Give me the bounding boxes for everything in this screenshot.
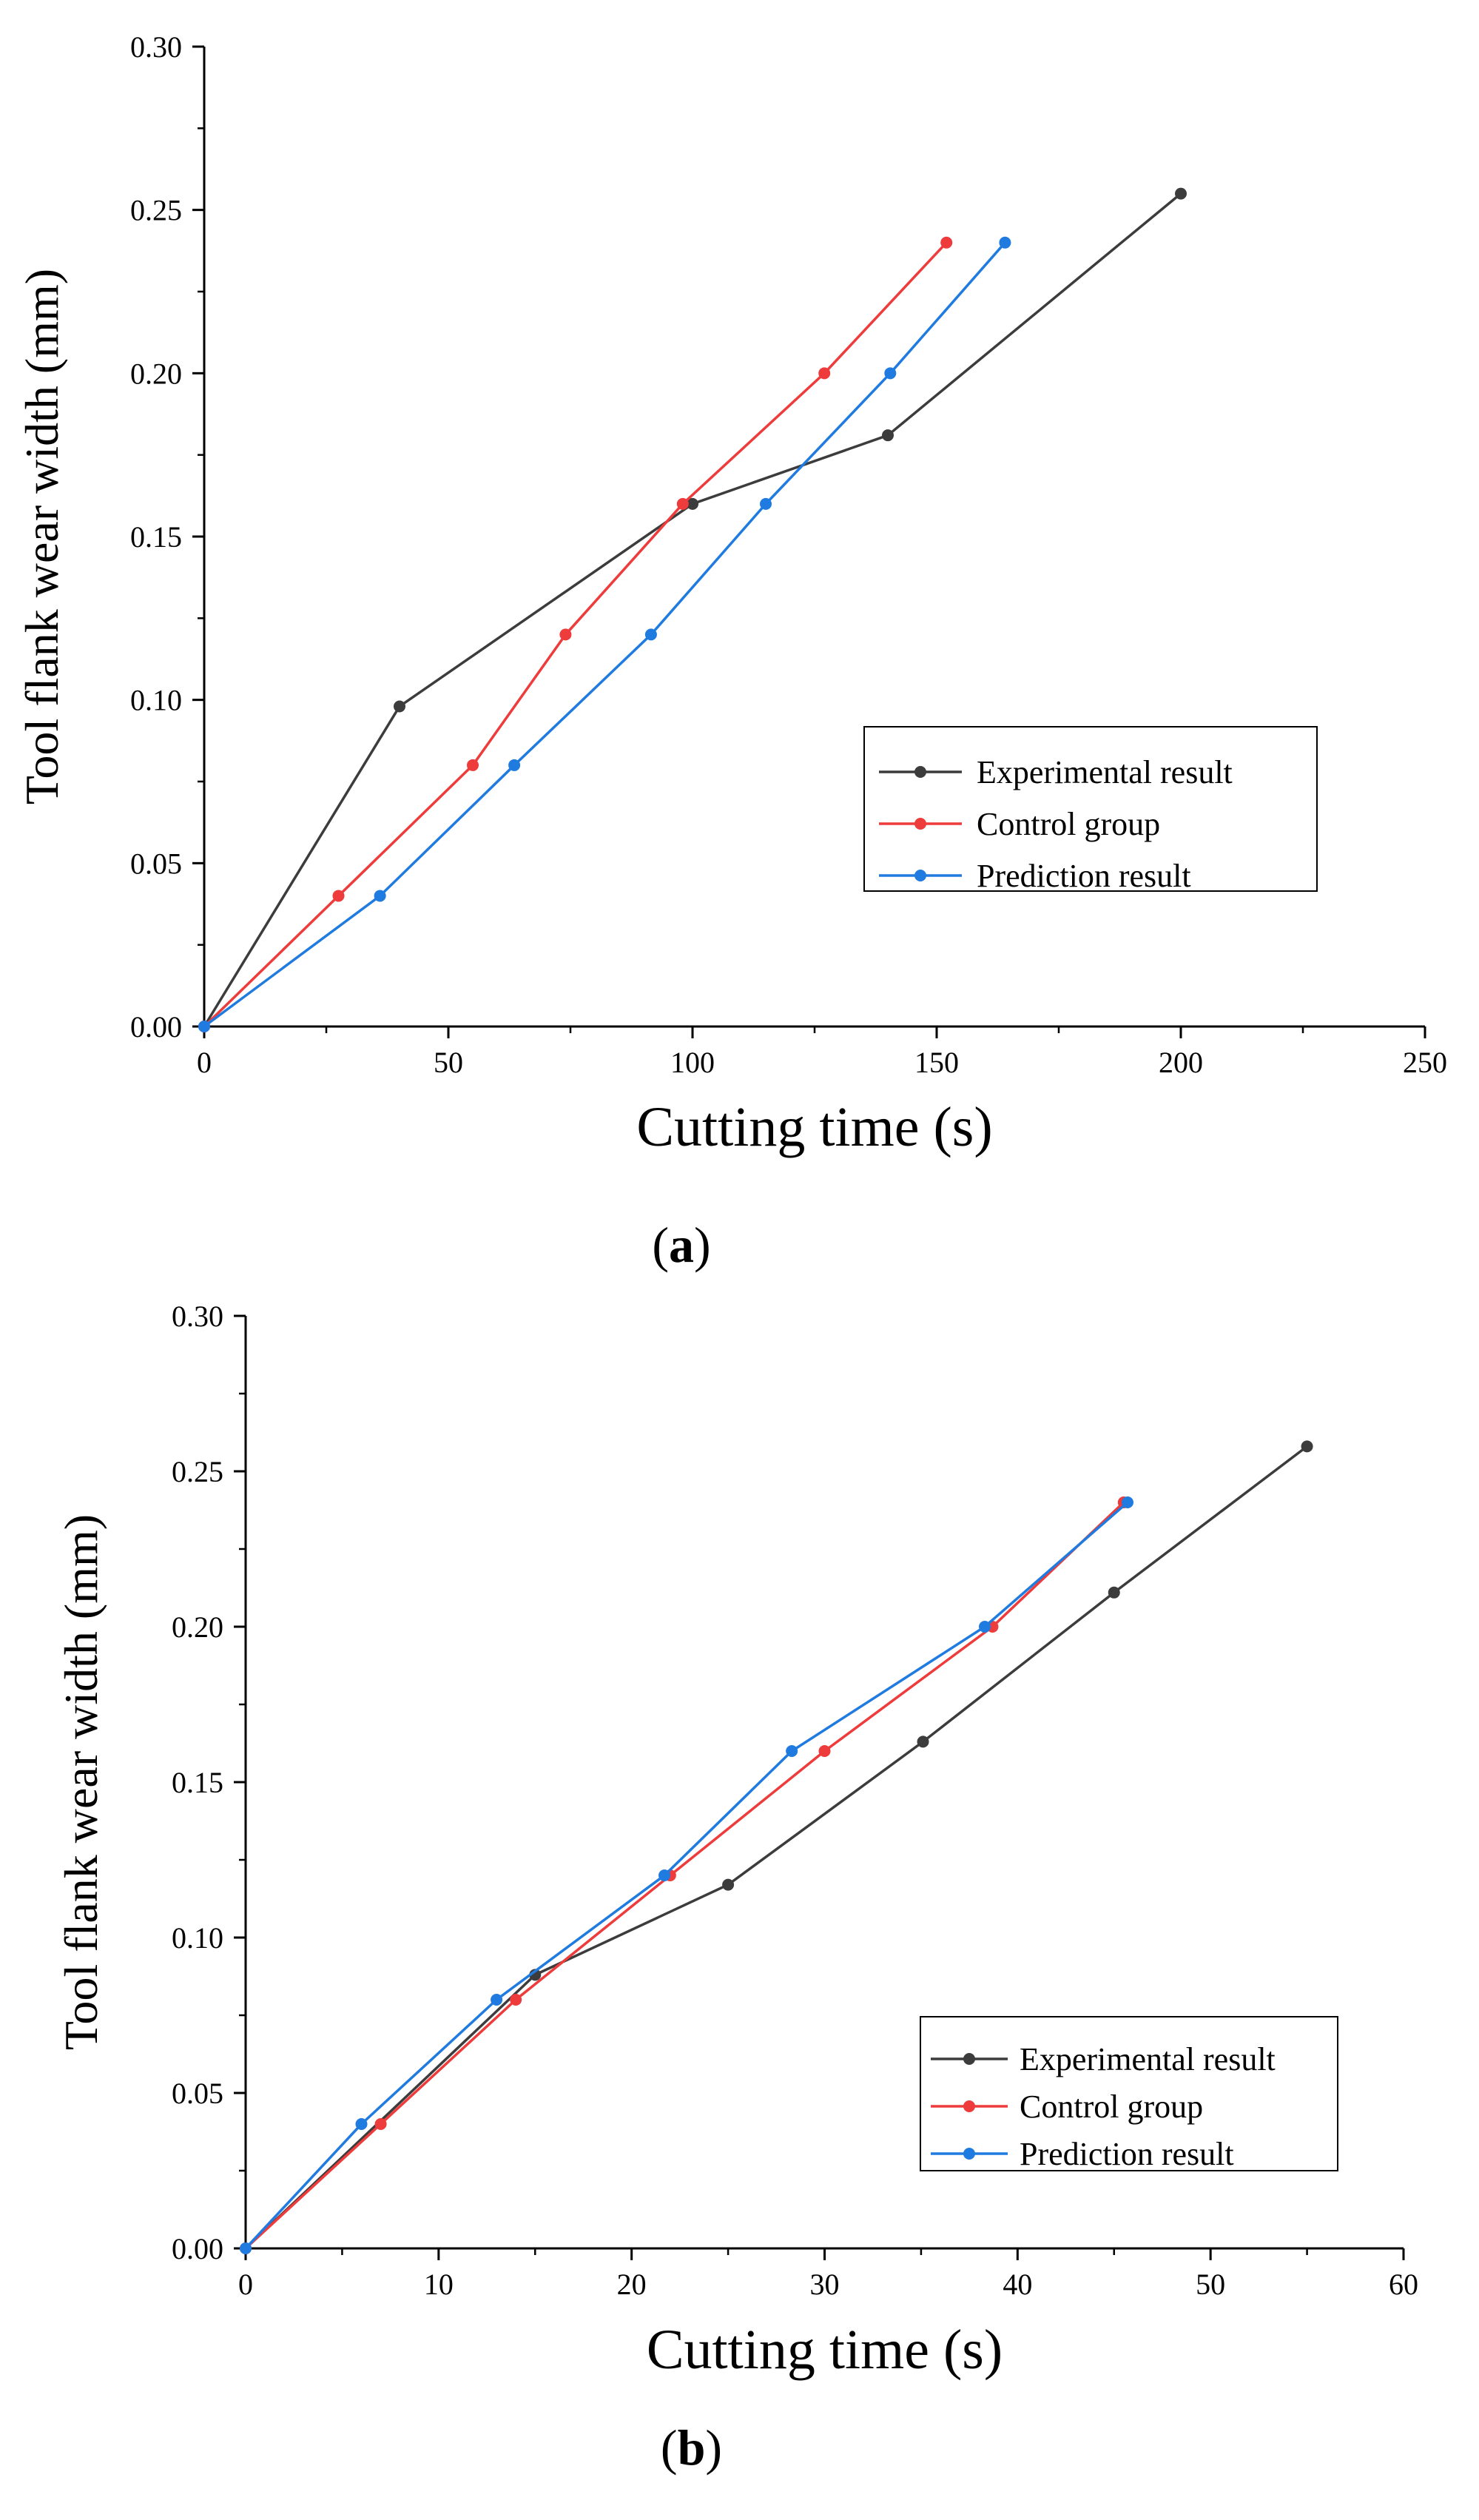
data-point-prediction-result <box>240 2242 252 2254</box>
x-tick-label: 250 <box>1403 1046 1447 1079</box>
y-axis-title: Tool flank wear width (mm) <box>55 1514 107 2050</box>
legend-label-experimental-result: Experimental result <box>1020 2041 1276 2077</box>
legend: Experimental result Control group Predicti… <box>920 2016 1338 2172</box>
y-tick-label: 0.10 <box>130 684 182 717</box>
data-point-control-group <box>559 628 572 641</box>
y-tick-label: 0.30 <box>130 30 182 64</box>
y-tick-label: 0.30 <box>172 1300 223 1333</box>
data-point-prediction-result <box>658 1869 671 1881</box>
data-point-prediction-result <box>508 759 521 771</box>
y-tick-label: 0.25 <box>130 194 182 227</box>
data-point-prediction-result <box>999 236 1011 249</box>
data-point-prediction-result <box>884 367 897 380</box>
y-tick-label: 0.15 <box>172 1766 223 1799</box>
data-point-prediction-result <box>491 1994 503 2006</box>
y-tick-label: 0.20 <box>172 1610 223 1644</box>
x-tick-label: 0 <box>197 1046 212 1079</box>
legend-label-control-group: Control group <box>977 806 1160 842</box>
legend-label-prediction-result: Prediction result <box>977 858 1191 894</box>
data-point-control-group <box>374 2118 387 2130</box>
data-point-experimental-result <box>1108 1586 1120 1599</box>
x-tick-label: 100 <box>670 1046 715 1079</box>
data-point-experimental-result <box>1301 1440 1313 1453</box>
panel-caption: (a) <box>652 1217 710 1273</box>
x-tick-label: 30 <box>810 2268 840 2301</box>
legend-marker-control-group <box>963 2100 975 2112</box>
data-point-experimental-result <box>722 1878 735 1891</box>
legend-marker-experimental-result <box>963 2053 975 2065</box>
y-axis-title: Tool flank wear width (mm) <box>16 269 68 804</box>
x-tick-label: 10 <box>424 2268 454 2301</box>
data-point-prediction-result <box>198 1021 210 1032</box>
y-tick-label: 0.05 <box>172 2077 223 2110</box>
legend: Experimental result Control group Predicti… <box>863 726 1318 894</box>
data-point-prediction-result <box>760 497 772 510</box>
y-tick-label: 0.00 <box>172 2232 223 2265</box>
x-tick-label: 20 <box>617 2268 647 2301</box>
x-axis-title: Cutting time (s) <box>647 2319 1003 2381</box>
chart-panel-a: 0 50 100 150 200 250 0.00 0.05 0.10 0.15 0.20 0.25 0… <box>16 30 1447 1273</box>
x-tick-label: 50 <box>434 1046 463 1079</box>
data-point-prediction-result <box>978 1621 991 1633</box>
data-point-experimental-result <box>917 1736 929 1748</box>
legend-label-control-group: Control group <box>1020 2089 1203 2125</box>
series-line-experimental-result <box>203 192 1182 1027</box>
data-point-experimental-result <box>687 497 698 510</box>
data-point-prediction-result <box>374 890 386 902</box>
data-point-control-group <box>940 236 953 249</box>
series-line-experimental-result <box>244 1445 1308 2250</box>
data-point-control-group <box>818 1745 831 1757</box>
legend-box <box>920 2016 1338 2171</box>
data-point-experimental-result <box>394 700 405 713</box>
x-tick-label: 0 <box>238 2268 253 2301</box>
legend-marker-prediction-result <box>914 870 926 881</box>
series-line-control-group <box>203 241 948 1028</box>
data-point-control-group <box>510 1994 522 2006</box>
data-point-experimental-result <box>1175 187 1187 200</box>
data-point-prediction-result <box>1122 1496 1134 1508</box>
y-tick-label: 0.00 <box>130 1010 182 1044</box>
x-tick-label: 40 <box>1003 2268 1032 2301</box>
data-point-prediction-result <box>644 628 657 641</box>
x-tick-label: 50 <box>1196 2268 1225 2301</box>
data-point-experimental-result <box>882 429 894 442</box>
data-point-control-group <box>467 759 479 771</box>
legend-marker-experimental-result <box>914 766 926 778</box>
chart-panel-b: 0 10 20 30 40 50 60 0.00 0.05 0.10 0.15 0.20 0.25 0.3… <box>55 1300 1418 2476</box>
y-tick-label: 0.20 <box>130 357 182 390</box>
x-tick-label: 60 <box>1389 2268 1418 2301</box>
y-tick-label: 0.05 <box>130 847 182 880</box>
data-point-control-group <box>818 367 831 380</box>
x-tick-label: 200 <box>1159 1046 1203 1079</box>
data-point-prediction-result <box>786 1745 798 1757</box>
y-tick-label: 0.10 <box>172 1921 223 1955</box>
legend-marker-prediction-result <box>963 2148 975 2160</box>
data-point-prediction-result <box>355 2118 368 2130</box>
legend-label-experimental-result: Experimental result <box>977 754 1233 790</box>
x-axis-title: Cutting time (s) <box>636 1096 992 1158</box>
y-tick-label: 0.15 <box>130 520 182 554</box>
legend-box <box>863 726 1318 892</box>
legend-label-prediction-result: Prediction result <box>1020 2136 1234 2172</box>
y-tick-label: 0.25 <box>172 1455 223 1488</box>
legend-marker-control-group <box>914 818 926 830</box>
data-point-control-group <box>332 890 345 902</box>
x-tick-label: 150 <box>914 1046 959 1079</box>
panel-caption: (b) <box>661 2419 722 2476</box>
data-point-control-group <box>676 497 689 510</box>
